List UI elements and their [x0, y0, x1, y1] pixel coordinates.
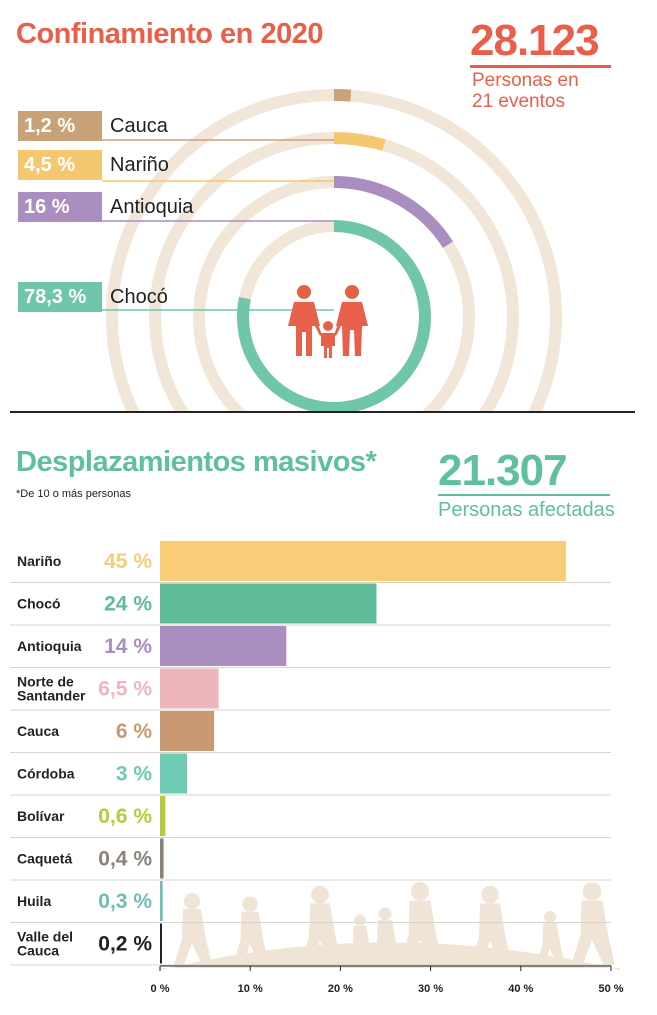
conf-pct-choco: 78,3 %: [18, 282, 102, 312]
conf-name-cauca: Cauca: [110, 114, 168, 137]
walker-head-6: [410, 882, 430, 901]
walker-body-8: [536, 923, 565, 965]
conf-name-narino: Nariño: [110, 153, 169, 176]
x-tick-label: 20 %: [328, 983, 353, 995]
walker-head-5: [378, 907, 392, 921]
bar-value-label: 6 %: [116, 720, 153, 743]
bar: [160, 838, 164, 879]
adult-right-head: [345, 285, 359, 299]
child-body: [321, 333, 335, 358]
walker-head-2: [242, 896, 258, 912]
bar-value-label: 0,2 %: [98, 933, 152, 956]
bar: [160, 626, 287, 666]
walker-body-5: [370, 920, 401, 965]
conf-name-antioquia: Antioquia: [110, 195, 194, 218]
desplazamientos-note: *De 10 o más personas: [16, 488, 131, 500]
confinamiento-donut-chart: [102, 89, 562, 411]
hand-left: [315, 324, 322, 336]
bar-category-label-line: Valle del: [17, 929, 73, 945]
conf-name-choco: Chocó: [110, 285, 168, 308]
x-tick-label: 50 %: [598, 983, 623, 995]
bar-value-label: 24 %: [104, 593, 152, 616]
bar-value-label: 0,3 %: [98, 890, 152, 913]
conf-row-narino: 4,5 % Nariño: [18, 150, 169, 180]
adult-right-body: [336, 302, 368, 356]
bar-value-label: 0,4 %: [98, 848, 152, 871]
adult-left-body: [288, 302, 320, 356]
bar-category-label: Caquetá: [17, 851, 72, 867]
bar-value-label: 0,6 %: [98, 805, 152, 828]
bar-category-label-line: Cauca: [17, 943, 59, 959]
desplazamientos-subtitle: Personas afectadas: [438, 499, 615, 521]
walker-head-3: [311, 885, 329, 904]
walker-body-7: [470, 903, 512, 965]
conf-row-antioquia: 16 % Antioquia: [18, 192, 193, 222]
bar-category-label: Bolívar: [17, 808, 65, 824]
confinamiento-title: Confinamiento en 2020: [16, 18, 323, 50]
child-head: [323, 321, 333, 331]
ring-arc-narino: [333, 132, 386, 151]
bar-value-label: 3 %: [116, 763, 153, 786]
walker-head-1: [184, 893, 200, 909]
adult-left-head: [297, 285, 311, 299]
x-tick-label: 0 %: [151, 983, 170, 995]
desplazamientos-total-underline: [438, 494, 610, 496]
bar-category-label: Córdoba: [17, 766, 75, 782]
bar: [160, 753, 188, 794]
bar-value-label: 14 %: [104, 635, 152, 658]
bar-category-label: Antioquia: [17, 638, 82, 654]
section-divider: [10, 411, 635, 413]
conf-row-cauca: 1,2 % Cauca: [18, 111, 168, 141]
desplazamientos-title: Desplazamientos masivos*: [16, 446, 377, 478]
bar: [160, 923, 162, 964]
walker-head-8: [544, 911, 556, 923]
hand-right: [334, 324, 341, 336]
walker-head-9: [582, 882, 602, 901]
bar: [160, 541, 566, 581]
bar-value-label: 6,5 %: [98, 678, 152, 701]
bar: [160, 711, 215, 751]
bar-category-label: Nariño: [17, 553, 61, 569]
ring-arc-antioquia: [333, 176, 454, 248]
desplazamientos-total: 21.307: [438, 446, 568, 495]
bar-category-label: Valle del Cauca: [17, 929, 73, 959]
confinamiento-total-underline: [470, 65, 611, 68]
x-tick-label: 10 %: [238, 983, 263, 995]
bar: [160, 796, 166, 836]
bar: [160, 583, 377, 624]
x-tick-label: 40 %: [508, 983, 533, 995]
bar-category-label-line: Norte de: [17, 674, 74, 690]
confinamiento-subtitle-line2: 21 eventos: [472, 91, 565, 112]
x-tick-label: 30 %: [418, 983, 443, 995]
bar: [160, 881, 163, 921]
bar-category-label-line: Santander: [17, 688, 86, 704]
confinamiento-subtitle: Personas en 21 eventos: [472, 70, 579, 112]
walker-body-1: [174, 909, 212, 965]
ring-arc-cauca: [333, 89, 352, 102]
conf-row-choco: 78,3 % Chocó: [18, 282, 168, 312]
walker-body-6: [399, 900, 443, 965]
walker-head-7: [481, 885, 499, 904]
walker-head-4: [354, 914, 366, 926]
bar-value-label: 45 %: [104, 550, 152, 573]
conf-pct-antioquia: 16 %: [18, 192, 102, 222]
walking-people-illustration: [160, 882, 620, 970]
bar-category-label: Huila: [17, 893, 51, 909]
family-icon: [288, 285, 368, 358]
confinamiento-subtitle-line1: Personas en: [472, 70, 579, 91]
bar: [160, 668, 219, 709]
ring-arc-choco: [237, 220, 431, 411]
walker-body-9: [571, 900, 615, 965]
walker-body-4: [347, 925, 374, 965]
conf-pct-narino: 4,5 %: [18, 150, 102, 180]
bar-category-label: Norte de Santander: [17, 674, 86, 704]
walker-body-3: [300, 903, 342, 965]
walker-body-2: [232, 911, 269, 965]
bar-category-label: Chocó: [17, 596, 61, 612]
conf-pct-cauca: 1,2 %: [18, 111, 102, 141]
desplazamientos-bar-chart: Nariño 45 % Chocó 24 % Antioquia 14 % Norte de…: [10, 541, 624, 995]
confinamiento-total: 28.123: [470, 16, 600, 65]
bar-category-label: Cauca: [17, 723, 59, 739]
